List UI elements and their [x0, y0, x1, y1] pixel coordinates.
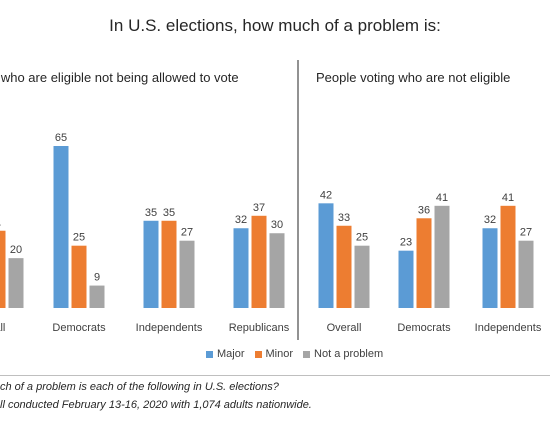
- methodology-note: ll conducted February 13-16, 2020 with 1…: [0, 399, 312, 411]
- data-label: 25: [73, 232, 85, 244]
- bar-minor: [71, 245, 87, 308]
- data-label: 1: [0, 217, 1, 229]
- category-label: Republicans: [229, 322, 290, 334]
- category-label: Independents: [136, 322, 203, 334]
- category-label: Democrats: [397, 322, 451, 334]
- legend-label-major: Major: [217, 348, 245, 360]
- panel-title-1: e who are eligible not being allowed to …: [0, 70, 239, 85]
- bar-not-a-problem: [179, 240, 195, 308]
- category-label: Overall: [327, 322, 362, 334]
- panel-title-2: People voting who are not eligible: [316, 70, 510, 85]
- bar-minor: [251, 215, 267, 308]
- bar-major: [143, 220, 159, 308]
- data-label: 32: [235, 214, 247, 226]
- footer-divider: [0, 375, 550, 376]
- bar-minor: [416, 218, 432, 308]
- bar-not-a-problem: [518, 240, 534, 308]
- question-note: ch of a problem is each of the following…: [0, 381, 279, 393]
- data-label: 20: [10, 244, 22, 256]
- data-label: 30: [271, 219, 283, 231]
- data-label: 33: [338, 212, 350, 224]
- bar-major: [398, 250, 414, 308]
- bar-not-a-problem: [8, 258, 24, 308]
- data-label: 23: [400, 237, 412, 249]
- bar-major: [233, 228, 249, 308]
- bar-not-a-problem: [269, 233, 285, 308]
- legend-swatch-not-a-problem: [303, 350, 311, 358]
- data-label: 65: [55, 132, 67, 144]
- category-label: Democrats: [52, 322, 106, 334]
- data-label: 32: [484, 214, 496, 226]
- bar-major: [482, 228, 498, 308]
- data-label: 41: [436, 192, 448, 204]
- bar-not-a-problem: [354, 245, 370, 308]
- bar-minor: [161, 220, 177, 308]
- category-label: rall: [0, 322, 5, 334]
- data-label: 35: [163, 207, 175, 219]
- bar-not-a-problem: [89, 285, 105, 308]
- legend-item-minor: Minor: [254, 348, 294, 360]
- category-label: Independents: [475, 322, 542, 334]
- data-label: 37: [253, 202, 265, 214]
- data-label: 27: [181, 227, 193, 239]
- bar-minor: [336, 225, 352, 308]
- bar-minor: [500, 205, 516, 308]
- data-label: 36: [418, 204, 430, 216]
- data-label: 25: [356, 232, 368, 244]
- chart-title: In U.S. elections, how much of a problem…: [109, 16, 441, 35]
- legend-swatch-major: [206, 350, 213, 358]
- legend-item-not-a-problem: Not a problem: [303, 348, 383, 360]
- bar-major: [318, 203, 334, 308]
- bar-not-a-problem: [434, 205, 450, 308]
- chart-legend: Major Minor Not a problem: [206, 348, 383, 360]
- bar-major: [53, 146, 69, 308]
- data-label: 27: [520, 227, 532, 239]
- legend-label-not-a-problem: Not a problem: [314, 348, 384, 360]
- legend-label-minor: Minor: [265, 348, 294, 360]
- bar-minor: [0, 230, 6, 308]
- data-label: 41: [502, 192, 514, 204]
- data-label: 35: [145, 207, 157, 219]
- legend-swatch-minor: [254, 350, 262, 358]
- data-label: 9: [94, 272, 100, 284]
- data-label: 42: [320, 189, 332, 201]
- legend-item-major: Major: [206, 348, 245, 360]
